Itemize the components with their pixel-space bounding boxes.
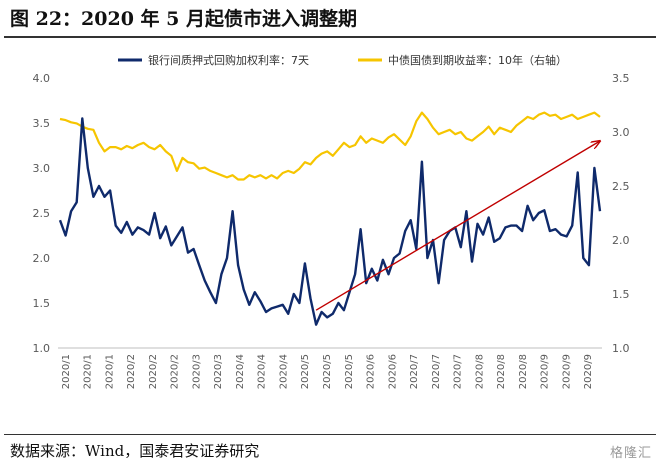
x-tick-label: 2020/2 xyxy=(148,354,159,389)
x-tick-label: 2020/1 xyxy=(83,354,94,389)
left-y-axis: 4.0 3.5 3.0 2.5 2.0 1.5 1.0 xyxy=(33,72,51,355)
page-title: 图 22：2020 年 5 月起债市进入调整期 xyxy=(10,8,358,30)
title-bar: 图 22：2020 年 5 月起债市进入调整期 xyxy=(0,0,660,38)
x-tick-label: 2020/8 xyxy=(496,354,507,389)
left-y-tick-label: 1.0 xyxy=(33,342,51,355)
left-y-tick-label: 3.0 xyxy=(33,162,51,175)
x-tick-label: 2020/7 xyxy=(431,354,442,389)
bond-yield-line xyxy=(59,111,601,181)
chart-legend: 银行间质押式回购加权利率：7天 中债国债到期收益率：10年（右轴） xyxy=(118,53,567,67)
x-tick-label: 2020/4 xyxy=(278,354,289,389)
left-y-tick-label: 1.5 xyxy=(33,297,51,310)
right-y-tick-label: 1.0 xyxy=(612,342,630,355)
left-y-tick-label: 4.0 xyxy=(33,72,51,85)
x-tick-label: 2020/8 xyxy=(474,354,485,389)
trend-annotation xyxy=(315,141,600,311)
x-tick-label: 2020/4 xyxy=(235,354,246,389)
x-tick-label: 2020/9 xyxy=(583,354,594,389)
x-tick-label: 2020/9 xyxy=(540,354,551,389)
trend-arrow xyxy=(315,141,600,311)
source-note: 数据来源：Wind，国泰君安证券研究 xyxy=(10,442,260,460)
x-tick-label: 2020/6 xyxy=(366,354,377,389)
x-tick-label: 2020/5 xyxy=(300,354,311,389)
x-tick-label: 2020/2 xyxy=(126,354,137,389)
right-y-tick-label: 3.5 xyxy=(612,72,630,85)
right-y-tick-label: 2.5 xyxy=(612,180,630,193)
chart-container: 银行间质押式回购加权利率：7天 中债国债到期收益率：10年（右轴） 4.0 3.5 3… xyxy=(0,38,660,434)
line-chart: 银行间质押式回购加权利率：7天 中债国债到期收益率：10年（右轴） 4.03.53… xyxy=(33,53,630,389)
right-y-axis: 3.5 3.0 2.5 2.0 1.5 1.0 xyxy=(612,72,630,355)
x-tick-label: 2020/4 xyxy=(257,354,268,389)
x-tick-label: 2020/1 xyxy=(61,354,72,389)
x-tick-label: 2020/7 xyxy=(453,354,464,389)
watermark-text: 格隆汇 xyxy=(609,446,652,461)
left-y-tick-label: 3.5 xyxy=(33,117,51,130)
repo-rate-line xyxy=(58,117,602,326)
x-axis: 2020/1 2020/1 2020/1 2020/2 2020/2 2020/2 2020… xyxy=(58,347,602,389)
title-divider xyxy=(4,36,656,38)
right-y-tick-label: 2.0 xyxy=(612,234,630,247)
x-tick-label: 2020/1 xyxy=(104,354,115,389)
x-tick-label: 2020/5 xyxy=(322,354,333,389)
x-tick-label: 2020/6 xyxy=(387,354,398,389)
right-y-tick-label: 3.0 xyxy=(612,126,630,139)
left-y-tick-label: 2.0 xyxy=(33,252,51,265)
left-y-tick-label: 2.5 xyxy=(33,207,51,220)
x-tick-label: 2020/5 xyxy=(344,354,355,389)
right-y-tick-label: 1.5 xyxy=(612,288,630,301)
x-tick-label: 2020/2 xyxy=(170,354,181,389)
legend-label: 银行间质押式回购加权利率：7天 xyxy=(148,53,309,67)
legend-label: 中债国债到期收益率：10年（右轴） xyxy=(388,53,567,67)
x-tick-label: 2020/8 xyxy=(518,354,529,389)
series-group xyxy=(58,111,602,326)
x-tick-label: 2020/3 xyxy=(213,354,224,389)
x-tick-label: 2020/3 xyxy=(191,354,202,389)
footer-divider xyxy=(4,434,656,435)
x-tick-label: 2020/7 xyxy=(409,354,420,389)
x-tick-label: 2020/9 xyxy=(561,354,572,389)
